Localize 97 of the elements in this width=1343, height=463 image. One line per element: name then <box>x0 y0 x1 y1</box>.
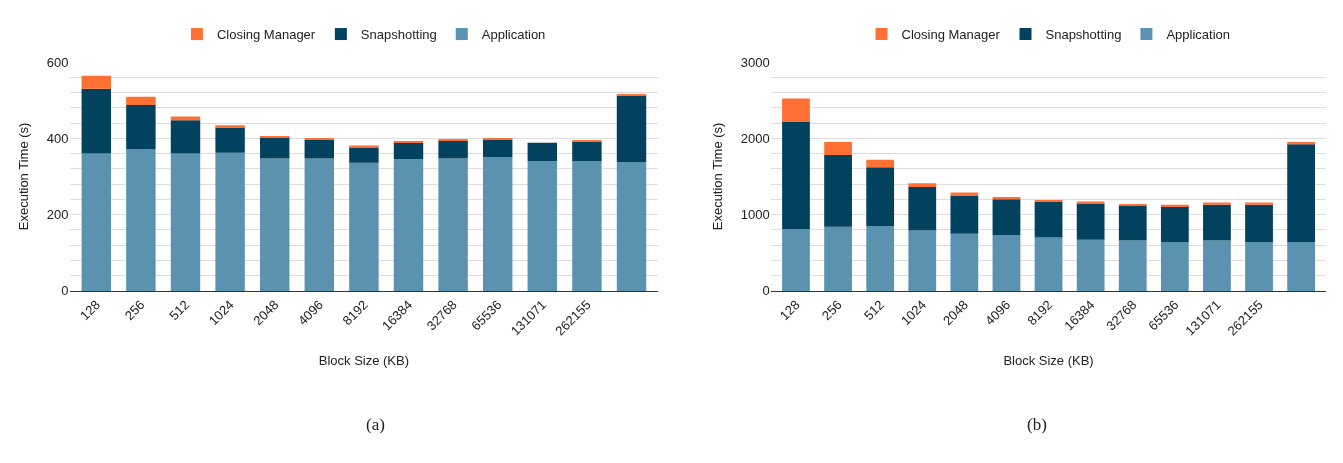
bar <box>908 230 937 291</box>
bar <box>1287 242 1316 291</box>
bar <box>438 158 468 291</box>
bar <box>616 161 647 291</box>
bar <box>824 142 852 156</box>
legend-label: Application <box>1166 27 1231 43</box>
bar <box>170 120 201 154</box>
bar <box>1034 201 1063 238</box>
bar <box>215 127 245 153</box>
bar <box>259 135 290 138</box>
bar <box>1245 202 1273 205</box>
bar <box>1076 203 1105 240</box>
bar <box>572 161 602 291</box>
x-tick-label: 128 <box>776 297 803 324</box>
bar <box>81 75 112 89</box>
bar <box>349 162 379 291</box>
bar <box>1245 204 1273 243</box>
bar <box>992 235 1021 291</box>
legend-label: Closing Manager <box>901 27 1001 43</box>
bar <box>908 183 937 188</box>
legend-label: Closing Manager <box>216 27 316 43</box>
bar <box>126 149 156 291</box>
bar <box>126 96 156 106</box>
bar <box>572 141 602 162</box>
y-tick-label: 0 <box>61 283 69 299</box>
bar <box>782 229 810 291</box>
bar <box>866 226 895 291</box>
bar <box>393 142 424 160</box>
bar <box>482 137 513 140</box>
x-tick-label: 512 <box>860 297 887 324</box>
bar <box>482 156 513 291</box>
bar <box>259 158 290 291</box>
bar <box>572 139 602 142</box>
bar <box>950 192 979 196</box>
bar <box>1118 240 1147 291</box>
bar <box>616 93 647 96</box>
legend-label: Application <box>481 27 546 43</box>
bar <box>1203 204 1231 241</box>
legend-label: Snapshotting <box>1045 27 1122 43</box>
bar <box>1160 242 1189 291</box>
text: (a) <box>366 415 385 434</box>
bar <box>1118 205 1147 241</box>
bar <box>170 153 201 291</box>
bar <box>1034 237 1063 291</box>
x-tick-label: 128 <box>77 297 104 324</box>
legend-label: Snapshotting <box>360 27 437 43</box>
x-tick-label: 256 <box>121 297 148 324</box>
text: (b) <box>1027 415 1047 434</box>
bar <box>527 142 558 162</box>
bar <box>1203 240 1231 291</box>
x-tick-label: 256 <box>818 297 845 324</box>
y-tick-label: 3000 <box>740 54 770 70</box>
bar <box>1287 144 1316 243</box>
bar <box>908 187 937 231</box>
bar <box>950 195 979 234</box>
bar <box>215 152 245 291</box>
y-tick-label: 400 <box>46 130 69 146</box>
bar <box>482 139 513 157</box>
y-tick-label: 200 <box>46 207 69 223</box>
bar <box>527 161 558 291</box>
bar <box>215 125 245 128</box>
bar <box>950 233 979 291</box>
bar <box>1118 203 1147 206</box>
x-axis-title: Block Size (KB) <box>1003 353 1094 369</box>
bar <box>782 98 810 122</box>
bar <box>824 155 852 227</box>
bar <box>866 159 895 168</box>
bar <box>782 121 810 230</box>
bar <box>393 140 424 143</box>
bar <box>438 140 468 159</box>
bar <box>349 147 379 163</box>
bar <box>126 105 156 150</box>
bar <box>1203 202 1231 205</box>
y-axis-title: Execution Time (s) <box>709 122 725 231</box>
bar <box>1034 199 1063 202</box>
y-tick-label: 1000 <box>740 207 770 223</box>
bar <box>1076 239 1105 291</box>
bar <box>616 95 647 162</box>
x-tick-label: 512 <box>166 297 193 324</box>
bar <box>992 199 1021 236</box>
bar <box>304 158 335 291</box>
x-axis-title: Block Size (KB) <box>318 353 410 369</box>
bar <box>81 153 112 291</box>
bar <box>866 167 895 227</box>
y-axis-title: Execution Time (s) <box>15 122 31 231</box>
bar <box>393 159 424 291</box>
bar <box>438 138 468 141</box>
bar <box>824 226 852 291</box>
bar <box>81 88 112 154</box>
y-tick-label: 2000 <box>740 130 770 146</box>
bar <box>1160 206 1189 243</box>
bar <box>259 137 290 159</box>
y-tick-label: 600 <box>46 54 69 70</box>
y-tick-label: 0 <box>762 283 770 299</box>
bar <box>1245 242 1273 291</box>
bar <box>304 137 335 140</box>
bar <box>304 139 335 159</box>
